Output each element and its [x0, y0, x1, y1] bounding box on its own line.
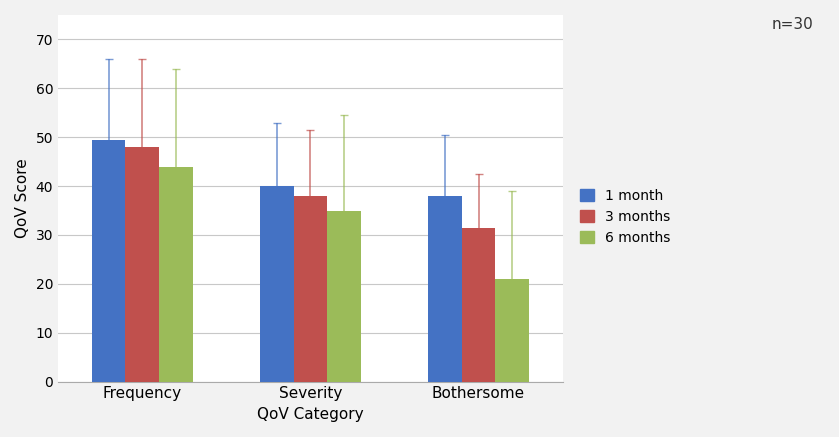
Bar: [428, 196, 461, 382]
Bar: [294, 196, 327, 382]
Legend: 1 month, 3 months, 6 months: 1 month, 3 months, 6 months: [580, 189, 670, 245]
Y-axis label: QoV Score: QoV Score: [15, 159, 30, 238]
X-axis label: QoV Category: QoV Category: [257, 407, 363, 422]
Bar: [260, 186, 294, 382]
Bar: [125, 147, 159, 382]
Bar: [91, 140, 125, 382]
Bar: [159, 166, 193, 382]
Bar: [327, 211, 361, 382]
Bar: [495, 279, 529, 382]
Bar: [461, 228, 495, 382]
Text: n=30: n=30: [772, 17, 814, 32]
